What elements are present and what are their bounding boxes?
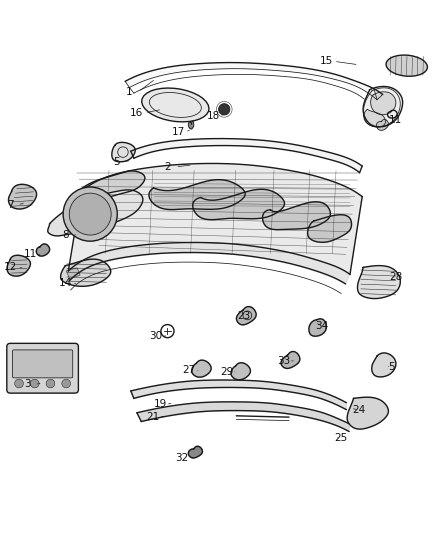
Text: 11: 11 <box>389 115 403 125</box>
Text: 15: 15 <box>319 56 332 66</box>
Text: 30: 30 <box>149 332 162 341</box>
Circle shape <box>63 187 117 241</box>
Circle shape <box>14 379 23 388</box>
Polygon shape <box>60 259 111 286</box>
FancyBboxPatch shape <box>12 350 73 378</box>
Polygon shape <box>377 119 389 131</box>
Text: 17: 17 <box>172 127 185 137</box>
Polygon shape <box>48 190 143 236</box>
Polygon shape <box>112 142 135 162</box>
Circle shape <box>46 379 55 388</box>
Polygon shape <box>131 139 362 173</box>
Polygon shape <box>347 397 389 429</box>
Text: 7: 7 <box>7 199 14 209</box>
Text: 34: 34 <box>315 321 328 332</box>
Text: 25: 25 <box>334 433 347 442</box>
Polygon shape <box>188 446 202 458</box>
FancyBboxPatch shape <box>7 343 78 393</box>
Polygon shape <box>372 353 396 377</box>
Polygon shape <box>66 268 80 279</box>
Text: 27: 27 <box>183 365 196 375</box>
Ellipse shape <box>142 88 209 122</box>
Polygon shape <box>307 215 352 243</box>
Text: 32: 32 <box>175 453 188 463</box>
Polygon shape <box>68 164 362 274</box>
Polygon shape <box>262 202 330 230</box>
Polygon shape <box>281 351 300 368</box>
Polygon shape <box>7 255 30 276</box>
Polygon shape <box>309 319 326 336</box>
Polygon shape <box>125 62 383 100</box>
Text: 24: 24 <box>352 405 365 415</box>
Polygon shape <box>388 110 397 118</box>
Circle shape <box>62 379 71 388</box>
Text: 21: 21 <box>146 412 159 422</box>
Circle shape <box>69 193 111 235</box>
Text: 3: 3 <box>25 379 31 390</box>
Polygon shape <box>231 363 251 380</box>
Text: 23: 23 <box>238 311 251 321</box>
Text: 2: 2 <box>164 162 171 172</box>
Polygon shape <box>188 121 194 129</box>
Text: 18: 18 <box>207 111 220 121</box>
Text: 28: 28 <box>389 271 403 281</box>
Text: 14: 14 <box>59 278 72 288</box>
Text: 5: 5 <box>388 362 395 372</box>
Polygon shape <box>71 171 145 205</box>
Polygon shape <box>137 402 349 432</box>
Polygon shape <box>36 244 49 256</box>
Text: 5: 5 <box>113 157 120 167</box>
Polygon shape <box>193 189 285 220</box>
Polygon shape <box>357 265 400 298</box>
Ellipse shape <box>386 55 427 76</box>
Polygon shape <box>68 243 350 284</box>
Polygon shape <box>192 360 211 377</box>
Text: 11: 11 <box>24 249 37 259</box>
Polygon shape <box>149 180 245 209</box>
Circle shape <box>219 103 230 115</box>
Polygon shape <box>363 86 403 127</box>
Text: 8: 8 <box>62 230 69 240</box>
Text: 12: 12 <box>4 262 17 272</box>
Polygon shape <box>131 380 346 410</box>
Text: 16: 16 <box>129 108 143 118</box>
Text: 1: 1 <box>126 87 133 97</box>
Polygon shape <box>237 306 256 325</box>
Polygon shape <box>364 109 385 127</box>
Polygon shape <box>8 184 37 209</box>
Text: 29: 29 <box>220 367 233 377</box>
Text: 33: 33 <box>277 356 290 366</box>
Text: 19: 19 <box>153 399 167 409</box>
Circle shape <box>30 379 39 388</box>
Polygon shape <box>371 92 396 115</box>
